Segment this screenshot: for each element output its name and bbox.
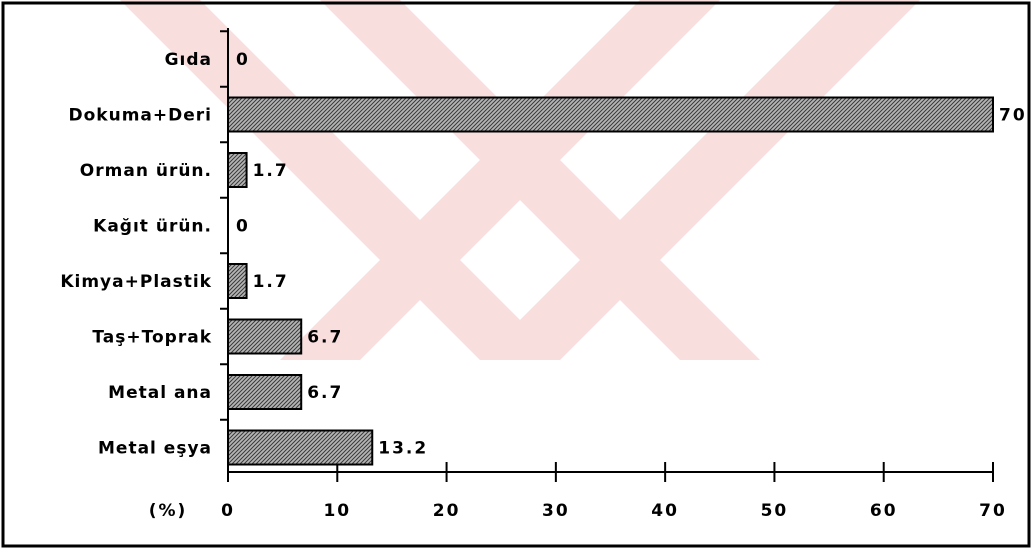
- category-label: Kimya+Plastik: [60, 272, 212, 292]
- bar: [227, 263, 248, 299]
- value-label: 0: [236, 217, 250, 237]
- value-label: 70: [999, 106, 1027, 126]
- value-label: 0: [236, 50, 250, 70]
- category-label: Metal ana: [108, 383, 212, 403]
- value-label: 6.7: [307, 383, 343, 403]
- bar: [227, 429, 374, 466]
- bar: [227, 318, 303, 355]
- x-axis-label: (%): [149, 501, 188, 521]
- category-label: Dokuma+Deri: [69, 106, 212, 126]
- category-label: Orman ürün.: [80, 161, 212, 181]
- watermark: [120, 0, 920, 360]
- labels: 0 10 20 30 40 50 60 70 (%) Gıda 0 Dokuma+Deri 70 Orma…: [60, 50, 1027, 521]
- value-label: 13.2: [378, 439, 428, 459]
- category-label: Metal eşya: [98, 439, 212, 459]
- x-tick-label: 20: [433, 501, 461, 521]
- bar: [227, 374, 303, 410]
- bars: [227, 96, 994, 466]
- category-label: Kağıt ürün.: [93, 217, 212, 237]
- x-tick-label: 60: [870, 501, 898, 521]
- x-tick-label: 0: [221, 501, 235, 521]
- x-tick-label: 30: [542, 501, 570, 521]
- bar: [227, 152, 248, 188]
- x-tick-label: 50: [761, 501, 789, 521]
- value-label: 1.7: [253, 161, 289, 181]
- x-tick-label: 70: [979, 501, 1007, 521]
- category-label: Gıda: [165, 50, 212, 70]
- bar: [227, 96, 994, 133]
- value-label: 6.7: [307, 328, 343, 348]
- category-label: Taş+Toprak: [92, 328, 212, 348]
- x-tick-label: 40: [651, 501, 679, 521]
- x-tick-label: 10: [323, 501, 351, 521]
- value-label: 1.7: [253, 272, 289, 292]
